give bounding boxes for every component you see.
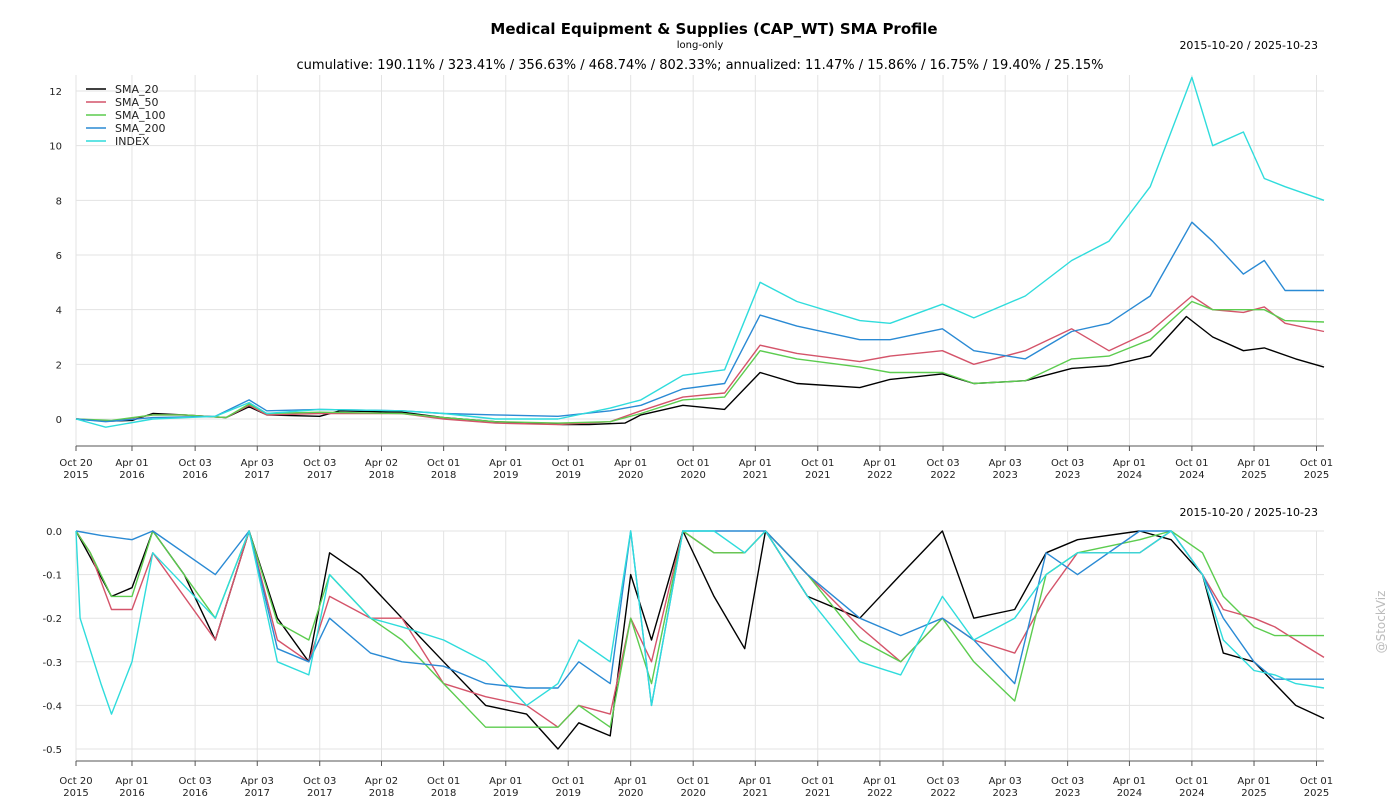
y-tick-label: 0 [56,415,62,426]
x-tick-label: Apr 01 2019 [489,776,522,799]
legend-label: INDEX [115,135,150,148]
drawdown-plot: 0.0 -0.1 -0.2 -0.3 -0.4 -0.5 Oct 20 2015 Apr 01 2… [42,527,1333,799]
x-tick-label: Apr 01 2025 [1237,776,1270,799]
x-tick-label: Oct 03 2023 [1051,458,1084,481]
x-tick-label: Oct 03 2016 [179,776,212,799]
x-tick-label: Apr 03 2017 [241,776,274,799]
x-tick-label: Apr 01 2024 [1113,776,1146,799]
x-tick-label: Oct 03 2023 [1051,776,1084,799]
x-tick-label: Apr 02 2018 [365,776,398,799]
chart-subtitle: long-only [677,40,724,51]
x-tick-label: Oct 20 2015 [59,458,92,481]
x-tick-label: Oct 03 2017 [303,458,336,481]
x-tick-label: Oct 03 2022 [926,458,959,481]
y-tick-label: 4 [56,306,62,317]
plot-area [76,531,1324,761]
bottom-date-range: 2015-10-20 / 2025-10-23 [1179,506,1318,519]
x-tick-label: Oct 01 2018 [427,776,460,799]
x-tick-label: Oct 03 2016 [179,458,212,481]
legend-label: SMA_50 [115,96,159,109]
x-tick-label: Apr 03 2017 [241,458,274,481]
series-line-sma-100 [75,530,1324,728]
y-tick-label: 10 [49,142,62,153]
x-tick-label: Oct 01 2021 [801,776,834,799]
x-tick-label: Oct 01 2025 [1300,458,1333,481]
x-tick-label: Oct 01 2018 [427,458,460,481]
y-tick-label: -0.4 [42,701,62,712]
x-tick-label: Apr 01 2016 [115,776,148,799]
x-tick-label: Oct 01 2019 [552,458,585,481]
x-tick-label: Apr 01 2019 [489,458,522,481]
x-tick-label: Oct 03 2017 [303,776,336,799]
y-tick-label: 6 [56,251,62,262]
y-tick-label: 0.0 [46,527,62,538]
x-tick-label: Oct 01 2020 [677,458,710,481]
x-tick-label: Oct 01 2020 [677,776,710,799]
y-tick-label: 2 [56,360,62,371]
legend-label: SMA_20 [115,83,159,96]
x-tick-label: Apr 01 2025 [1237,458,1270,481]
cumulative-returns-plot: 0 2 4 6 8 10 12 Oct 20 2015 Apr 01 2016 Oct 03 2016 A… [49,75,1333,481]
x-tick-label: Oct 01 2021 [801,458,834,481]
x-tick-label: Apr 01 2021 [739,776,772,799]
series-line-index [75,530,1325,715]
series-line-sma-100 [75,300,1325,424]
top-date-range: 2015-10-20 / 2025-10-23 [1179,39,1318,52]
legend-label: SMA_200 [115,122,166,135]
x-tick-label: Apr 01 2016 [115,458,148,481]
x-tick-label: Oct 01 2019 [552,776,585,799]
x-tick-label: Oct 20 2015 [59,776,92,799]
y-tick-label: -0.1 [42,571,62,582]
x-tick-label: Apr 02 2018 [365,458,398,481]
x-tick-label: Apr 01 2020 [614,458,647,481]
y-tick-label: -0.2 [42,614,62,625]
x-tick-label: Oct 03 2022 [926,776,959,799]
plot-area [76,75,1324,446]
series-line-sma-20 [75,315,1325,426]
x-tick-label: Apr 03 2023 [989,776,1022,799]
x-tick-label: Apr 01 2021 [739,458,772,481]
legend-label: SMA_100 [115,109,166,122]
y-tick-label: 12 [49,87,62,98]
x-tick-label: Apr 01 2022 [863,776,896,799]
x-tick-label: Apr 01 2022 [863,458,896,481]
watermark: @StockViz [1374,591,1388,654]
series-line-sma-50 [75,295,1325,426]
series-line-sma-200 [75,221,1324,423]
x-tick-label: Apr 01 2024 [1113,458,1146,481]
x-tick-label: Apr 03 2023 [989,458,1022,481]
series-line-index [75,76,1325,428]
y-tick-label: -0.3 [42,658,62,669]
performance-stats: cumulative: 190.11% / 323.41% / 356.63% … [297,58,1104,73]
x-tick-label: Oct 01 2024 [1175,458,1208,481]
chart-title: Medical Equipment & Supplies (CAP_WT) SM… [490,20,937,38]
y-tick-label: 8 [56,196,62,207]
y-tick-label: -0.5 [42,745,62,756]
x-tick-label: Oct 01 2025 [1300,776,1333,799]
x-tick-label: Oct 01 2024 [1175,776,1208,799]
x-tick-label: Apr 01 2020 [614,776,647,799]
